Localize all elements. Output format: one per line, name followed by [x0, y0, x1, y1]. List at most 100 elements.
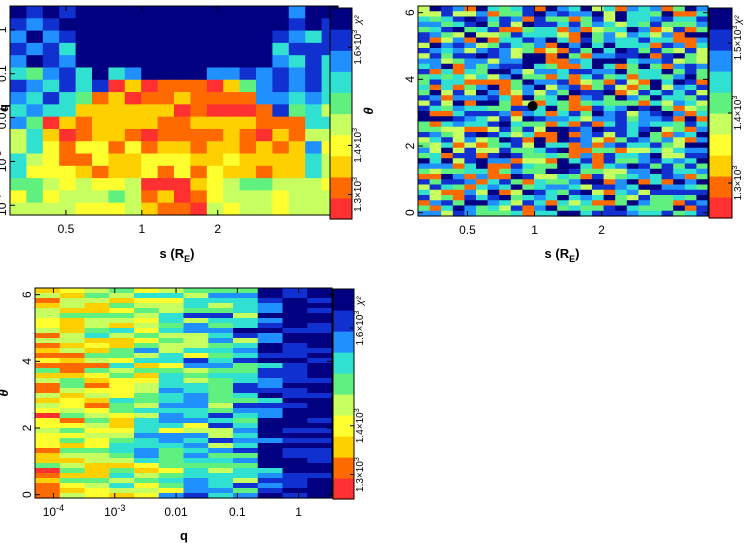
heatmap-cell [557, 90, 570, 96]
heatmap-cell [429, 69, 442, 75]
heatmap-cell [183, 348, 209, 354]
heatmap-cell [10, 18, 27, 32]
heatmap-cell [650, 121, 663, 128]
heatmap-cell [174, 55, 191, 69]
heatmap-cell [568, 100, 581, 107]
heatmap-cell [257, 333, 284, 339]
heatmap-cell [429, 153, 442, 159]
heatmap-cell [673, 179, 686, 186]
heatmap-cell [626, 58, 639, 65]
heatmap-cell [696, 90, 709, 96]
colorbar-step [333, 411, 354, 416]
heatmap-cell [208, 308, 234, 314]
heatmap-cell [158, 393, 185, 399]
heatmap-cell [282, 423, 308, 429]
heatmap-cell [603, 132, 616, 138]
heatmap-cell [580, 32, 593, 39]
heatmap-cell [696, 153, 709, 159]
heatmap-cell [183, 318, 209, 324]
heatmap-cell [183, 383, 209, 389]
heatmap-cell [650, 189, 663, 196]
heatmap-cell [307, 323, 333, 329]
heatmap-cell [522, 95, 535, 102]
heatmap-cell [59, 478, 86, 484]
y-tick-label: 10-3 [0, 151, 9, 172]
heatmap-cell [441, 53, 454, 60]
heatmap-cell [580, 189, 593, 196]
heatmap-cell [545, 37, 558, 44]
heatmap-cell [650, 147, 663, 154]
heatmap-cell [206, 128, 224, 142]
heatmap-cell [684, 121, 697, 128]
heatmap-cell [615, 105, 628, 112]
heatmap-cell [233, 348, 259, 354]
heatmap-cell [223, 141, 241, 155]
heatmap-cell [661, 69, 674, 75]
heatmap-cell [557, 105, 570, 112]
heatmap-cell [487, 21, 500, 28]
heatmap-cell [545, 16, 558, 23]
heatmap-cell [626, 132, 639, 138]
heatmap-cell [233, 333, 259, 339]
heatmap-cell [650, 132, 663, 138]
heatmap-cell [684, 32, 697, 39]
colorbar-step [709, 113, 732, 118]
heatmap-cell [208, 338, 234, 344]
heatmap-cell [257, 313, 284, 319]
heatmap-cell [109, 308, 135, 314]
heatmap-cell [615, 6, 628, 12]
heatmap-cell [418, 100, 431, 107]
heatmap-cell [487, 205, 500, 212]
heatmap-cell [233, 483, 259, 489]
heatmap-cell [157, 128, 175, 142]
heatmap-cell [35, 488, 61, 494]
heatmap-cell [615, 27, 628, 33]
heatmap-cell [534, 90, 547, 96]
heatmap-cell [696, 105, 709, 112]
heatmap-cell [256, 141, 273, 155]
heatmap-cell [696, 95, 709, 102]
heatmap-cell [257, 423, 284, 429]
colorbar-step [709, 162, 732, 167]
heatmap-cell [684, 21, 697, 28]
heatmap-cell [59, 408, 86, 414]
heatmap-cell [158, 303, 185, 309]
heatmap-cell [638, 174, 651, 180]
heatmap-cell [534, 205, 547, 212]
heatmap-cell [26, 165, 44, 179]
heatmap-cell [206, 55, 224, 69]
heatmap-cell [288, 18, 306, 32]
colorbar-step [709, 134, 732, 139]
heatmap-cell [305, 6, 323, 19]
heatmap-cell [545, 121, 558, 128]
heatmap-cell [441, 11, 454, 18]
heatmap-cell [257, 288, 284, 294]
heatmap-cell [282, 403, 308, 409]
heatmap-cell [580, 210, 593, 217]
heatmap-cell [307, 428, 333, 434]
heatmap-cell [59, 165, 77, 179]
colorbar-step [330, 138, 352, 143]
heatmap-cell [42, 178, 60, 192]
heatmap-cell [603, 16, 616, 23]
heatmap-cell [684, 58, 697, 65]
heatmap-cell [626, 142, 639, 149]
heatmap-cell [580, 48, 593, 54]
heatmap-cell [580, 179, 593, 186]
heatmap-cell [233, 293, 259, 299]
heatmap-cell [510, 142, 523, 149]
colorbar-step [330, 64, 352, 69]
heatmap-cell [557, 174, 570, 180]
heatmap-cell [661, 16, 674, 23]
heatmap-cell [638, 163, 651, 170]
heatmap-cell [661, 195, 674, 201]
heatmap-cell [158, 493, 185, 499]
heatmap-cell [684, 205, 697, 212]
heatmap-cell [174, 116, 191, 130]
heatmap-cell [464, 11, 477, 18]
heatmap-cell [476, 48, 489, 54]
colorbar-step [709, 46, 732, 51]
heatmap-cell [42, 104, 60, 118]
heatmap-cell [499, 79, 512, 86]
colorbar-step [333, 373, 354, 378]
